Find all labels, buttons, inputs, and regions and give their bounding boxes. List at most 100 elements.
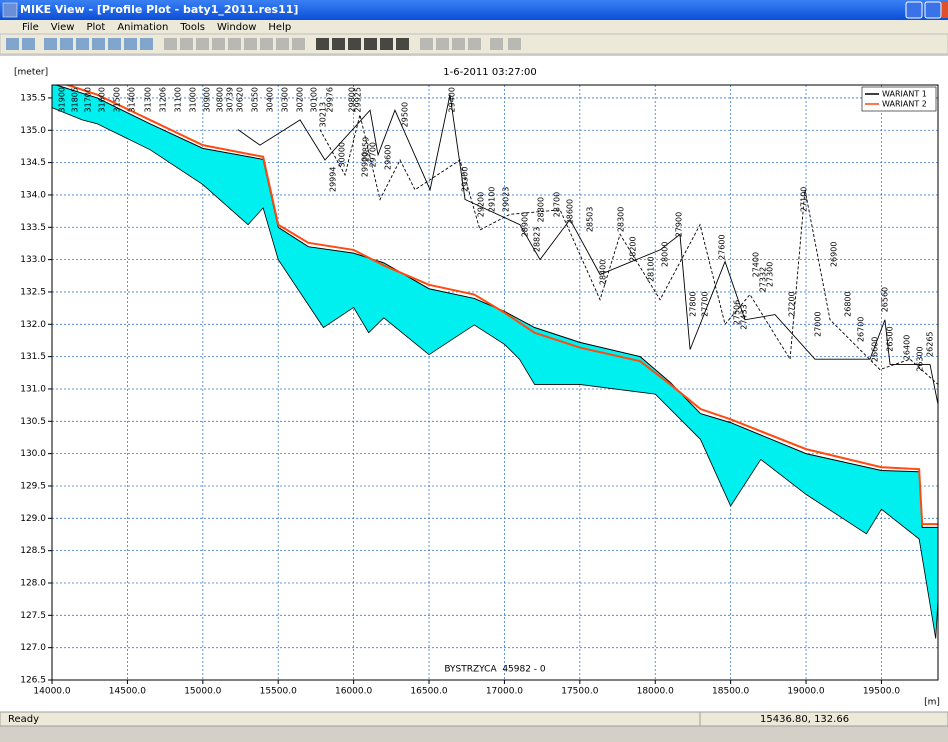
x-tick-label: 19500.0 xyxy=(863,687,900,697)
y-tick-label: 135.0 xyxy=(20,126,46,136)
menu-item[interactable]: Plot xyxy=(86,22,105,33)
toolbar-button[interactable] xyxy=(6,38,19,50)
y-tick-label: 135.5 xyxy=(20,93,46,103)
toolbar-button[interactable] xyxy=(44,38,57,50)
toolbar-button[interactable] xyxy=(108,38,121,50)
toolbar-button[interactable] xyxy=(76,38,89,50)
menu-item[interactable]: Window xyxy=(217,22,256,33)
legend-label: WARIANT 2 xyxy=(882,100,927,109)
cross-section-label: 29400 xyxy=(447,87,456,112)
cross-section-label: 28600 xyxy=(566,199,575,224)
plot-area: 31900 31805 31700 31600 31500 31400 31300 31206… xyxy=(52,85,938,639)
legend-box xyxy=(861,86,937,112)
cross-section-label: 27400 xyxy=(751,252,760,277)
cross-section-label: 30100 xyxy=(309,87,318,112)
y-tick-label: 128.5 xyxy=(20,546,46,556)
toolbar-button[interactable] xyxy=(140,38,153,50)
cross-section-label: 27300 xyxy=(765,262,774,287)
y-tick-label: 133.0 xyxy=(20,255,46,265)
cross-section-label: 29100 xyxy=(488,187,497,212)
toolbar-button[interactable] xyxy=(124,38,137,50)
y-axis-label: [meter] xyxy=(14,68,48,78)
toolbar-button[interactable] xyxy=(164,38,177,50)
legend-label: WARIANT 1 xyxy=(882,90,927,99)
toolbar-button[interactable] xyxy=(260,38,273,50)
cross-section-label: 27506 xyxy=(732,300,741,325)
water-fill xyxy=(52,85,938,639)
menu-bar xyxy=(0,20,948,34)
cross-section-label: 26600 xyxy=(870,337,879,362)
menu-item[interactable]: Help xyxy=(268,22,291,33)
toolbar-button[interactable] xyxy=(196,38,209,50)
cross-section-label: 31206 xyxy=(158,87,167,112)
menu-item[interactable]: Tools xyxy=(179,22,205,33)
app-icon xyxy=(2,2,18,18)
chart-panel xyxy=(0,56,948,712)
x-tick-label: 17000.0 xyxy=(486,687,523,697)
menu-item[interactable]: View xyxy=(51,22,75,33)
toolbar-button[interactable] xyxy=(490,38,503,50)
cross-section-label: 29859 xyxy=(361,137,370,162)
maximize-button[interactable] xyxy=(924,1,942,19)
toolbar-button[interactable] xyxy=(452,38,465,50)
bed-line xyxy=(52,107,938,639)
cross-section-label: 30800 xyxy=(216,87,225,112)
toolbar-button[interactable] xyxy=(468,38,481,50)
toolbar-button[interactable] xyxy=(348,38,361,50)
menu-item[interactable]: File xyxy=(22,22,39,33)
toolbar-button[interactable] xyxy=(508,38,521,50)
cross-section-label: 26800 xyxy=(843,291,852,316)
minimize-button[interactable] xyxy=(905,1,923,19)
toolbar-button[interactable] xyxy=(316,38,329,50)
cross-section-label: 27000 xyxy=(814,311,823,336)
x-tick-label: 18000.0 xyxy=(637,687,674,697)
cross-section-label: 29976 xyxy=(325,87,334,112)
cross-section-label: 31805 xyxy=(71,87,80,112)
close-button[interactable] xyxy=(942,2,948,18)
x-tick-label: 16500.0 xyxy=(410,687,447,697)
cross-section-label: 26300 xyxy=(916,346,925,371)
window-title: MIKE View - [Profile Plot - baty1_2011.r… xyxy=(20,3,298,16)
toolbar-button[interactable] xyxy=(60,38,73,50)
toolbar-button[interactable] xyxy=(436,38,449,50)
cross-section-label: 31700 xyxy=(84,87,93,112)
toolbar-button[interactable] xyxy=(244,38,257,50)
plot-frame xyxy=(51,84,939,681)
cross-section-label: 28503 xyxy=(586,207,595,232)
toolbar-button[interactable] xyxy=(22,38,35,50)
cross-section-label: 30200 xyxy=(296,87,305,112)
y-tick-label: 131.0 xyxy=(20,384,46,394)
cross-section-label: 26400 xyxy=(903,335,912,360)
toolbar-button[interactable] xyxy=(228,38,241,50)
bank-line xyxy=(237,94,938,405)
cross-section-label: 29200 xyxy=(477,192,486,217)
status-bar xyxy=(0,711,948,727)
cross-section-label: 29500 xyxy=(401,102,410,127)
toolbar-button[interactable] xyxy=(396,38,409,50)
cross-section-label: 26500 xyxy=(886,326,895,351)
toolbar-button[interactable] xyxy=(212,38,225,50)
toolbar-button[interactable] xyxy=(420,38,433,50)
y-tick-label: 129.5 xyxy=(20,481,46,491)
toolbar-button[interactable] xyxy=(364,38,377,50)
cross-section-label: 29994 xyxy=(328,167,337,192)
y-tick-label: 127.5 xyxy=(20,611,46,621)
toolbar-button[interactable] xyxy=(380,38,393,50)
cross-section-label: 27332 xyxy=(759,267,768,292)
y-tick-label: 130.5 xyxy=(20,417,46,427)
cross-section-label: 27600 xyxy=(718,234,727,259)
cross-section-label: 28300 xyxy=(617,207,626,232)
cursor-coordinates: 15436.80, 132.66 xyxy=(760,714,849,725)
y-tick-label: 128.0 xyxy=(20,578,46,588)
toolbar-button[interactable] xyxy=(292,38,305,50)
x-tick-label: 16000.0 xyxy=(335,687,372,697)
menu-item[interactable]: Animation xyxy=(117,22,168,33)
x-tick-label: 15500.0 xyxy=(260,687,297,697)
toolbar-button[interactable] xyxy=(180,38,193,50)
toolbar-button[interactable] xyxy=(92,38,105,50)
title-bar xyxy=(0,0,948,20)
toolbar-button[interactable] xyxy=(276,38,289,50)
toolbar-button[interactable] xyxy=(332,38,345,50)
status-pane xyxy=(699,711,948,727)
